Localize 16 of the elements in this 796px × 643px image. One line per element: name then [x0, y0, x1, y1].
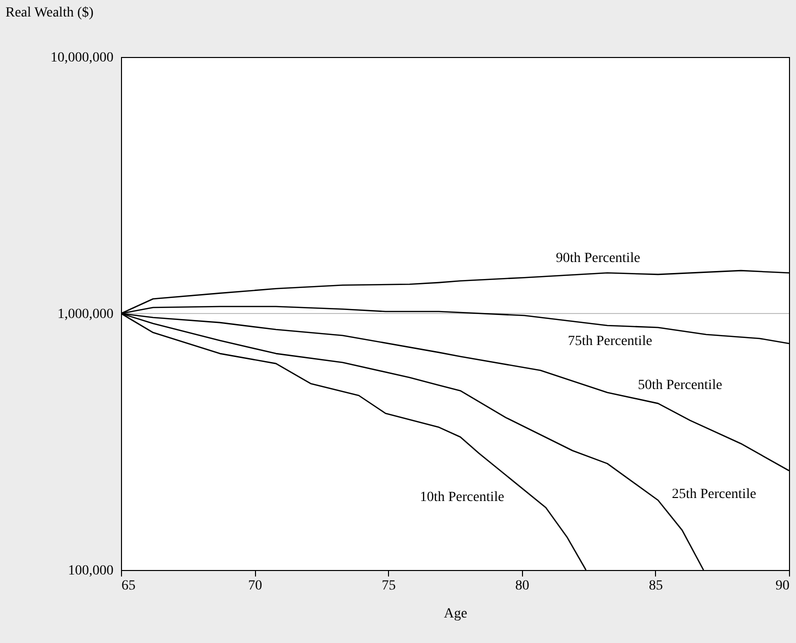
y-tick-label: 100,000 — [68, 564, 114, 578]
x-tick-label: 80 — [515, 578, 530, 594]
y-tick-label: 10,000,000 — [50, 50, 114, 66]
series-label: 50th Percentile — [638, 378, 722, 393]
series-label: 25th Percentile — [672, 487, 756, 502]
y-axis-title: Real Wealth ($) — [6, 6, 94, 20]
series-label: 10th Percentile — [420, 490, 504, 505]
x-tick-label: 70 — [248, 578, 262, 594]
series-label: 90th Percentile — [556, 251, 640, 266]
x-tick-label: 65 — [122, 578, 136, 594]
x-tick-label: 75 — [382, 578, 396, 594]
y-tick-label: 1,000,000 — [58, 307, 114, 322]
x-tick-label: 85 — [648, 578, 663, 594]
x-axis-title: Age — [444, 606, 468, 622]
x-tick-label: 90 — [776, 578, 790, 594]
series-label: 75th Percentile — [568, 334, 652, 349]
